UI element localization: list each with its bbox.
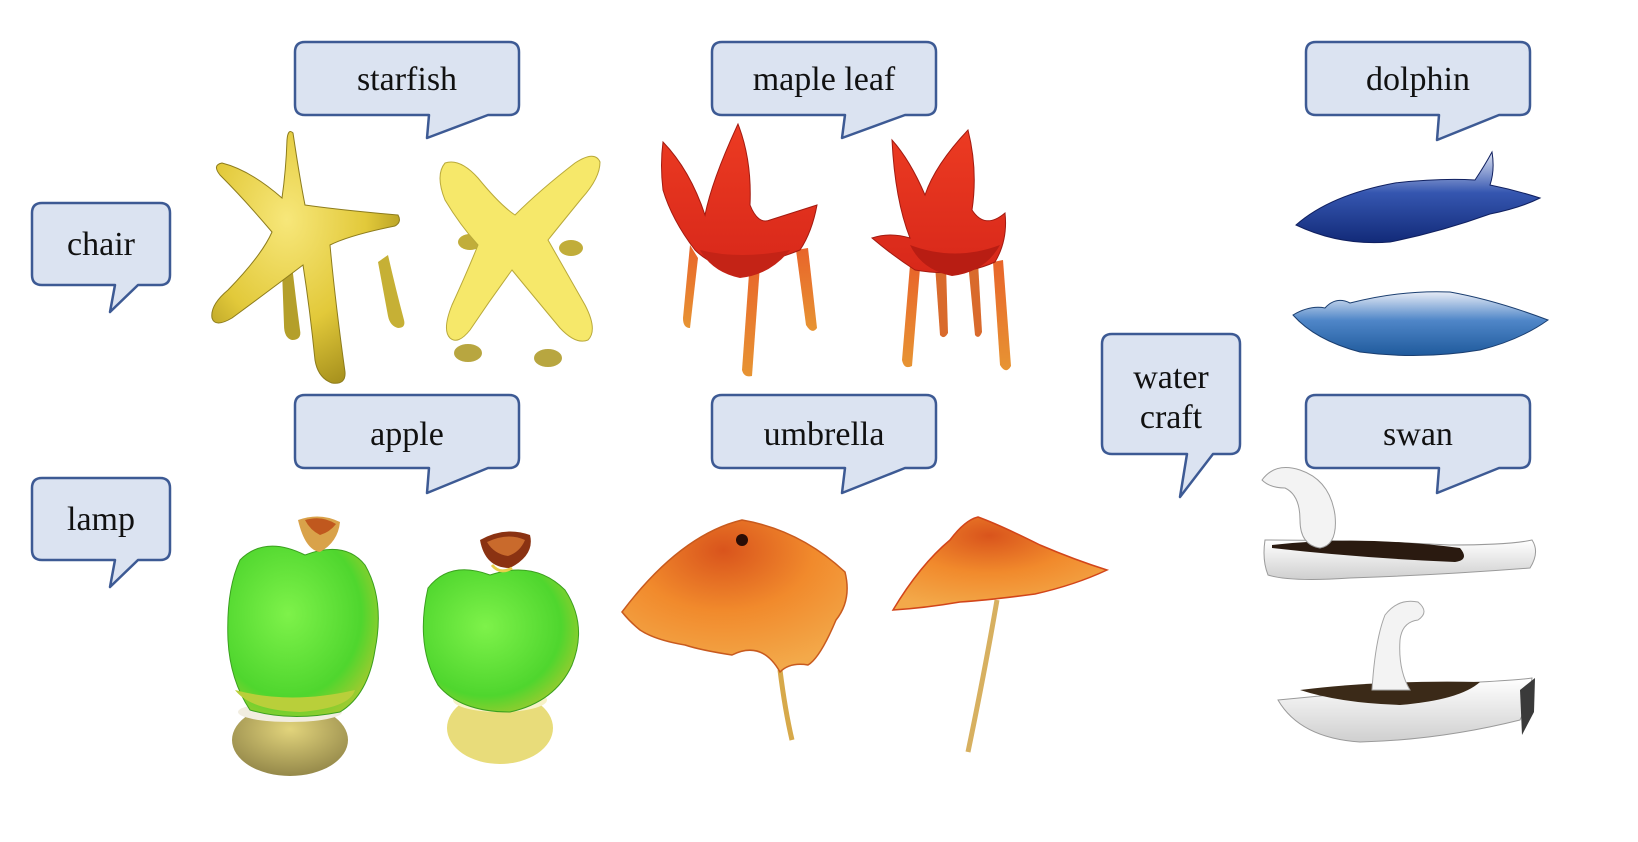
category-label-watercraft-line1: water (1133, 359, 1209, 396)
concept-bubble-apple: apple (293, 393, 521, 495)
concept-bubble-starfish: starfish (293, 40, 521, 140)
swan-boat-view-1 (1261, 467, 1536, 580)
category-label-watercraft-line2: craft (1140, 399, 1203, 436)
apple-lamp-view-1 (227, 516, 379, 776)
starfish-chair-view-1 (211, 131, 405, 384)
umbrella-lamp-view-2 (891, 516, 1110, 753)
category-bubble-watercraft: water craft (1100, 332, 1242, 499)
category-bubble-chair: chair (30, 201, 172, 314)
concept-bubble-umbrella: umbrella (710, 393, 938, 495)
starfish-chair-view-2 (439, 155, 601, 367)
dolphin-boat-view-1 (1295, 150, 1542, 244)
category-label-chair: chair (67, 226, 136, 263)
concept-label-starfish: starfish (357, 61, 457, 98)
dolphin-boat-view-2 (1292, 291, 1550, 357)
maple-leaf-chair-view-1 (661, 122, 818, 377)
concept-label-apple: apple (370, 416, 444, 453)
maple-leaf-chair-view-2 (870, 128, 1011, 371)
category-bubble-lamp: lamp (30, 476, 172, 589)
swan-boat-view-2 (1277, 600, 1535, 743)
concept-label-dolphin: dolphin (1366, 61, 1470, 98)
concept-label-umbrella: umbrella (764, 416, 885, 453)
concept-bubble-swan: swan (1304, 393, 1532, 495)
apple-lamp-view-2 (422, 531, 580, 764)
concept-bubble-dolphin: dolphin (1304, 40, 1532, 142)
concept-label-swan: swan (1383, 416, 1453, 453)
category-label-lamp: lamp (67, 501, 135, 538)
concept-label-maple-leaf: maple leaf (753, 61, 896, 98)
concept-bubble-maple-leaf: maple leaf (710, 40, 938, 140)
umbrella-lamp-view-1 (621, 519, 848, 741)
